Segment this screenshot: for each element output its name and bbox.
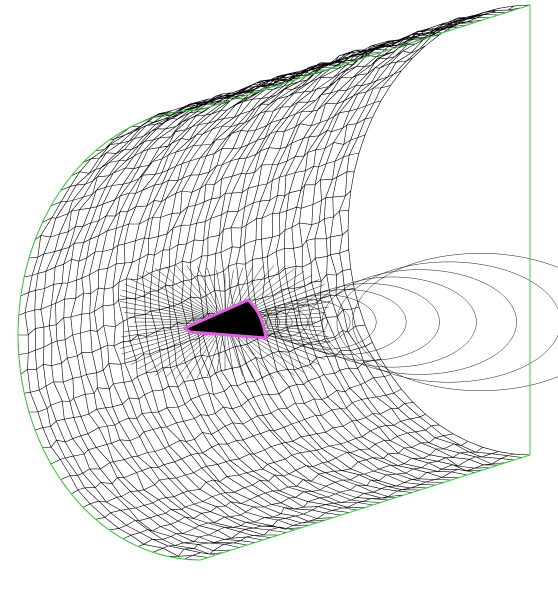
page: (() => { const data = JSON.parse(documen… xyxy=(0,0,558,598)
mesh-view xyxy=(0,0,558,598)
